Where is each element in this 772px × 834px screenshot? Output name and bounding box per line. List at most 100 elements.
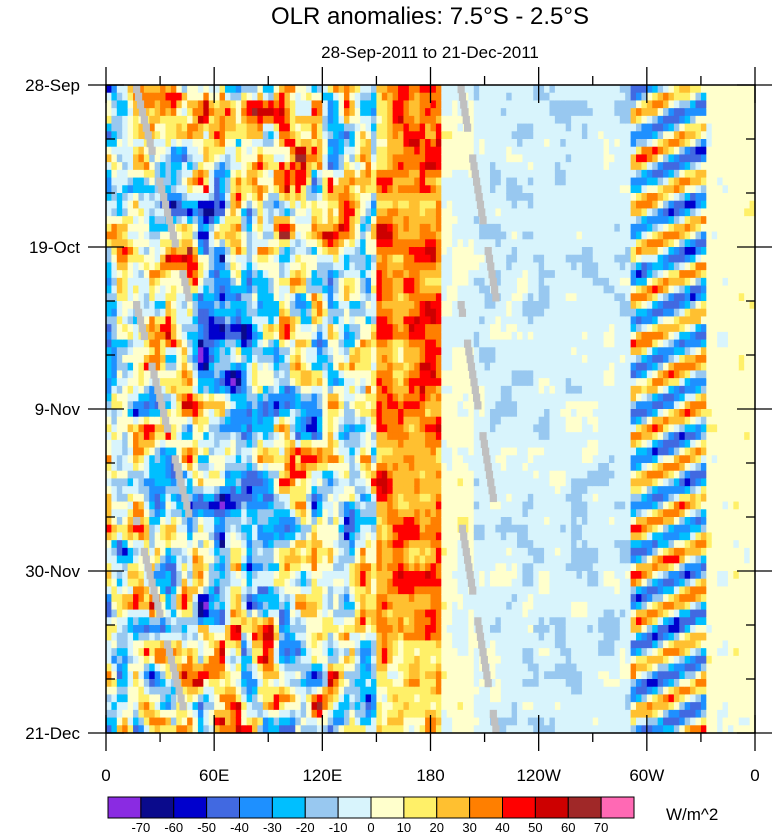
field-cell: [376, 501, 383, 510]
field-cell: [284, 108, 291, 117]
field-cell: [214, 493, 221, 503]
field-cell: [230, 439, 237, 449]
field-cell: [235, 347, 242, 356]
field-cell: [300, 663, 307, 672]
field-cell: [403, 339, 410, 348]
field-cell: [235, 424, 242, 433]
field-cell: [116, 154, 123, 163]
field-cell: [284, 362, 291, 372]
field-cell: [403, 154, 410, 163]
field-cell: [187, 370, 194, 379]
field-cell: [311, 146, 318, 156]
field-cell: [214, 571, 221, 580]
field-cell: [192, 316, 199, 325]
field-cell: [181, 532, 188, 541]
field-cell: [165, 293, 172, 302]
field-cell: [311, 308, 318, 318]
field-cell: [154, 717, 161, 726]
field-cell: [289, 648, 296, 657]
field-cell: [257, 470, 264, 480]
field-cell: [138, 617, 145, 626]
field-cell: [376, 447, 383, 456]
field-cell: [408, 316, 415, 325]
field-cell: [235, 115, 242, 125]
field-cell: [133, 540, 140, 549]
field-cell: [187, 409, 194, 418]
field-cell: [343, 123, 350, 132]
field-cell: [111, 655, 118, 665]
field-cell: [419, 262, 426, 271]
field-cell: [170, 216, 177, 225]
field-cell: [116, 563, 123, 572]
field-cell: [133, 378, 140, 387]
field-cell: [284, 455, 291, 464]
field-cell: [414, 362, 421, 372]
field-cell: [381, 339, 388, 348]
field-cell: [371, 532, 378, 541]
field-cell: [192, 424, 199, 433]
field-cell: [311, 501, 318, 510]
field-cell: [338, 571, 345, 580]
field-cell: [392, 385, 399, 395]
field-cell: [371, 316, 378, 325]
field-cell: [333, 378, 340, 387]
field-cell: [235, 285, 242, 294]
field-cell: [306, 401, 313, 410]
field-cell: [398, 100, 405, 109]
field-cell: [403, 501, 410, 510]
field-cell: [381, 247, 388, 256]
field-cell: [273, 725, 280, 734]
field-cell: [327, 455, 334, 464]
field-cell: [149, 702, 156, 711]
field-cell: [365, 663, 372, 672]
field-cell: [414, 401, 421, 410]
field-cell: [176, 617, 183, 626]
field-cell: [419, 108, 426, 117]
field-cell: [398, 601, 405, 611]
field-cell: [333, 432, 340, 441]
field-cell: [165, 679, 172, 688]
field-cell: [268, 347, 275, 356]
field-cell: [208, 455, 215, 464]
field-cell: [408, 385, 415, 395]
field-cell: [208, 517, 215, 526]
field-cell: [133, 463, 140, 472]
field-cell: [365, 347, 372, 356]
field-cell: [322, 169, 329, 179]
field-cell: [203, 100, 210, 109]
field-cell: [176, 671, 183, 680]
field-cell: [138, 625, 145, 634]
field-cell: [176, 370, 183, 379]
field-cell: [235, 131, 242, 140]
field-cell: [127, 169, 134, 179]
field-cell: [138, 463, 145, 472]
field-cell: [289, 108, 296, 117]
field-cell: [425, 301, 432, 310]
field-cell: [354, 478, 361, 487]
field-cell: [192, 154, 199, 163]
field-cell: [273, 447, 280, 456]
field-cell: [316, 709, 323, 719]
field-cell: [181, 162, 188, 171]
field-cell: [268, 717, 275, 726]
field-cell: [133, 594, 140, 603]
field-cell: [262, 316, 269, 325]
field-cell: [192, 509, 199, 518]
field-cell: [224, 262, 231, 271]
field-cell: [187, 231, 194, 240]
field-cell: [214, 725, 221, 734]
field-cell: [111, 231, 118, 240]
field-cell: [214, 277, 221, 287]
field-cell: [262, 378, 269, 387]
field-cell: [106, 717, 113, 726]
field-cell: [262, 324, 269, 333]
field-cell: [192, 131, 199, 140]
field-cell: [262, 601, 269, 611]
field-cell: [170, 439, 177, 449]
field-cell: [392, 563, 399, 572]
field-cell: [327, 648, 334, 657]
field-cell: [181, 463, 188, 472]
field-cell: [138, 555, 145, 564]
field-cell: [360, 671, 367, 680]
field-cell: [268, 702, 275, 711]
